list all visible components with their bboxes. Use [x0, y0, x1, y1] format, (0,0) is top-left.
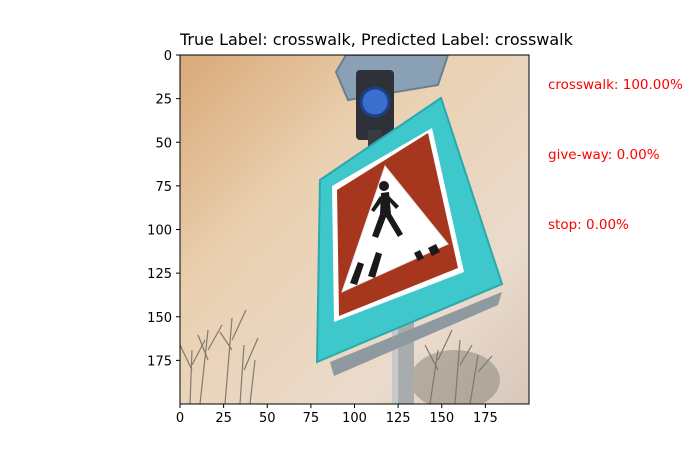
y-tick-label-3: 75 — [155, 180, 172, 195]
zebra-stripes — [350, 244, 440, 285]
tree-silhouettes — [180, 309, 493, 404]
x-tick-label-6: 150 — [429, 411, 454, 426]
y-tick-label-1: 25 — [155, 93, 172, 108]
y-axis: 0 25 50 75 100 125 150 175 — [147, 49, 180, 369]
y-tick-label-2: 50 — [155, 136, 172, 151]
y-tick-label-6: 150 — [147, 311, 172, 326]
prediction-crosswalk: crosswalk: 100.00% — [548, 77, 683, 93]
x-tick-label-5: 125 — [386, 411, 411, 426]
x-axis: 0 25 50 75 100 125 150 175 — [176, 404, 498, 426]
prediction-give-way: give-way: 0.00% — [548, 147, 660, 163]
x-tick-label-0: 0 — [176, 411, 184, 426]
x-tick-label-2: 50 — [259, 411, 276, 426]
y-tick-label-7: 175 — [147, 354, 172, 369]
sign-edge — [330, 292, 502, 376]
y-tick-label-4: 100 — [147, 224, 172, 239]
sign-photo — [180, 55, 529, 404]
prediction-stop: stop: 0.00% — [548, 217, 629, 233]
chart-title: True Label: crosswalk, Predicted Label: … — [180, 30, 573, 49]
x-tick-label-7: 175 — [473, 411, 498, 426]
y-tick-label-5: 125 — [147, 267, 172, 282]
x-tick-label-3: 75 — [303, 411, 320, 426]
x-tick-label-4: 100 — [342, 411, 367, 426]
tree-foliage — [410, 350, 500, 404]
signal-light — [359, 86, 391, 118]
x-tick-label-1: 25 — [215, 411, 232, 426]
pedestrian-figure — [371, 181, 403, 238]
y-tick-label-0: 0 — [164, 49, 172, 64]
